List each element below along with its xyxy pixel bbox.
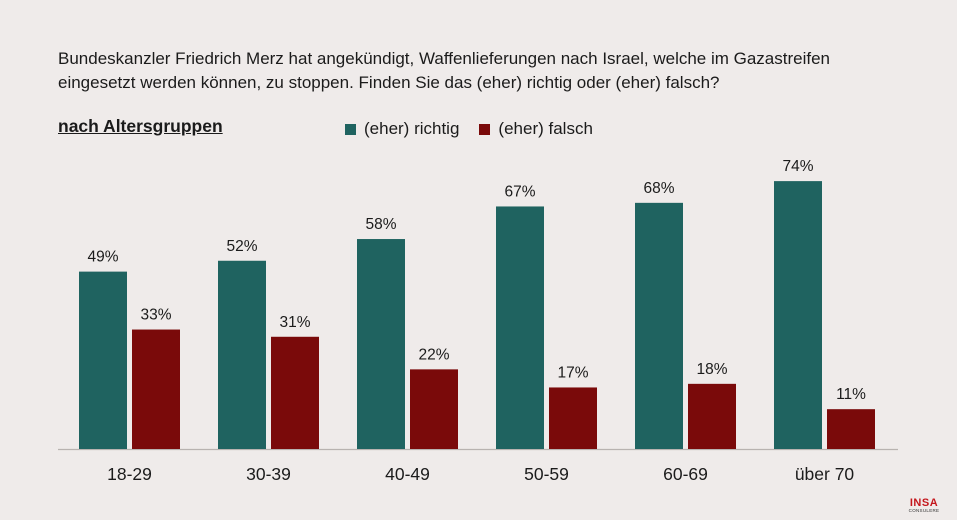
legend-swatch-falsch [479, 123, 491, 135]
bar-falsch-50-59 [549, 387, 597, 449]
data-label-richtig-50-59: 67% [504, 183, 535, 200]
data-label-falsch--ber-70: 11% [836, 386, 866, 403]
data-label-richtig--ber-70: 74% [782, 158, 813, 175]
data-label-richtig-40-49: 58% [365, 216, 396, 233]
bar-richtig--ber-70 [774, 181, 822, 449]
bar-falsch-18-29 [132, 329, 180, 449]
legend-item-falsch: (eher) falsch [479, 119, 593, 139]
insa-logo: INSA CONSULERE [904, 498, 944, 514]
logo-sub-text: CONSULERE [908, 508, 940, 513]
data-label-falsch-18-29: 33% [140, 307, 171, 324]
data-label-falsch-50-59: 17% [557, 364, 588, 381]
bar-richtig-30-39 [218, 260, 266, 449]
legend-label-richtig: (eher) richtig [364, 119, 460, 138]
legend: (eher) richtig (eher) falsch [345, 119, 593, 139]
data-label-richtig-18-29: 49% [87, 249, 118, 266]
data-label-falsch-30-39: 31% [279, 314, 310, 331]
bar-richtig-60-69 [635, 202, 683, 449]
bar-richtig-50-59 [496, 206, 544, 449]
x-tick-label--ber-70: über 70 [795, 464, 855, 484]
legend-label-falsch: (eher) falsch [498, 119, 593, 138]
bar-falsch-30-39 [271, 336, 319, 449]
x-tick-label-60-69: 60-69 [663, 464, 708, 484]
x-tick-label-40-49: 40-49 [385, 464, 430, 484]
x-tick-label-30-39: 30-39 [246, 464, 291, 484]
bar-falsch-40-49 [410, 369, 458, 449]
x-tick-label-50-59: 50-59 [524, 464, 569, 484]
bar-falsch--ber-70 [827, 409, 875, 449]
bar-richtig-18-29 [79, 271, 127, 449]
legend-item-richtig: (eher) richtig [345, 119, 459, 139]
bar-richtig-40-49 [357, 239, 405, 449]
data-label-richtig-60-69: 68% [643, 180, 674, 197]
chart-subtitle: nach Altersgruppen [58, 116, 223, 136]
data-label-falsch-60-69: 18% [696, 361, 727, 378]
data-label-falsch-40-49: 22% [418, 346, 449, 363]
logo-main-text: INSA [909, 497, 939, 509]
x-tick-label-18-29: 18-29 [107, 464, 152, 484]
question-text: Bundeskanzler Friedrich Merz hat angekün… [58, 49, 831, 92]
bar-falsch-60-69 [688, 383, 736, 449]
legend-swatch-richtig [345, 123, 356, 135]
data-label-richtig-30-39: 52% [226, 238, 257, 255]
